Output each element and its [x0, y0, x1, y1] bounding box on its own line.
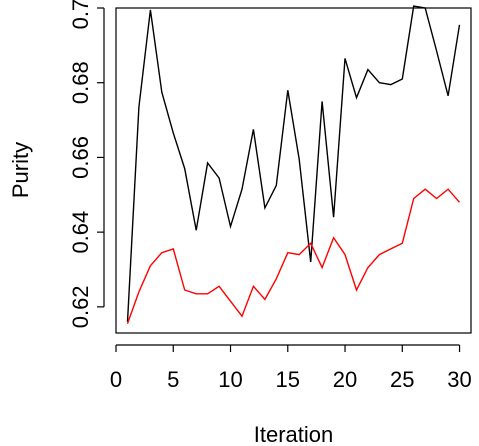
x-tick-label: 20 — [333, 367, 357, 392]
plot-frame — [115, 7, 472, 334]
y-tick-label: 0.66 — [68, 136, 93, 179]
x-axis-label: Iteration — [254, 422, 334, 446]
series-line-2 — [126, 188, 461, 324]
x-tick-label: 10 — [218, 367, 242, 392]
x-tick-label: 5 — [167, 367, 179, 392]
y-axis-label: Purity — [8, 142, 33, 198]
y-axis: 0.62 0.64 0.66 0.68 0.70 — [68, 0, 105, 328]
y-tick-label: 0.64 — [68, 211, 93, 254]
series-line-1 — [126, 5, 461, 322]
y-tick-label: 0.62 — [68, 285, 93, 328]
x-tick-label: 15 — [276, 367, 300, 392]
y-tick-label: 0.70 — [68, 0, 93, 29]
x-tick-label: 25 — [390, 367, 414, 392]
series-layer — [126, 5, 461, 324]
y-tick-label: 0.68 — [68, 61, 93, 104]
x-axis: 0 5 10 15 20 25 30 — [110, 344, 472, 392]
x-tick-label: 0 — [110, 367, 122, 392]
x-tick-label: 30 — [447, 367, 471, 392]
